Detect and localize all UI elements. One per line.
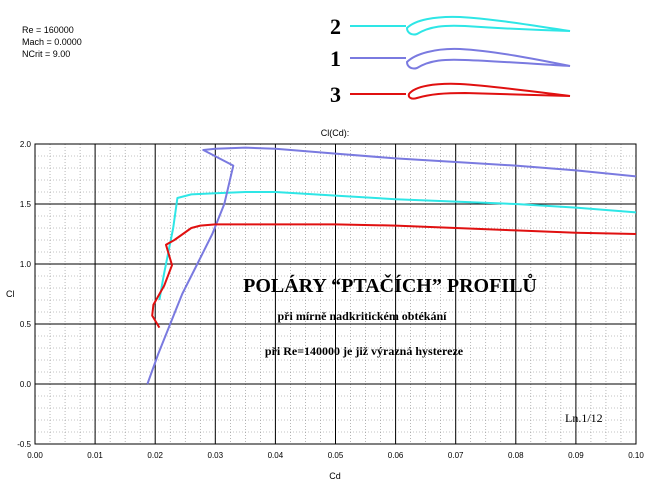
x-tick-label: 0.05: [328, 451, 344, 460]
chart-title: Cl(Cd):: [321, 128, 350, 138]
airfoil-profile-icon: [407, 82, 571, 100]
y-tick-label: 2.0: [20, 140, 32, 149]
legend-swatch: [350, 93, 406, 95]
y-tick-label: 1.0: [20, 260, 32, 269]
mach-number: Mach = 0.0000: [22, 37, 82, 47]
series-lines: [146, 146, 637, 385]
legend-label: 1: [330, 46, 341, 71]
y-axis-label: Cl: [6, 289, 15, 299]
x-axis-label: Cd: [329, 471, 341, 481]
y-tick-label: 1.5: [20, 200, 32, 209]
solver-parameters: Re = 160000 Mach = 0.0000 NCrit = 9.00: [22, 24, 82, 60]
legend-item-2: 2: [330, 14, 575, 40]
annotation-subtitle-2: při Re=140000 je již výrazná hystereze: [265, 344, 464, 358]
legend-label: 2: [330, 14, 341, 39]
ncrit-value: NCrit = 9.00: [22, 49, 71, 59]
legend-swatch: [350, 25, 406, 27]
legend-item-3: 3: [330, 82, 575, 108]
y-tick-label: 0.0: [20, 380, 32, 389]
x-tick-label: 0.03: [208, 451, 224, 460]
x-tick-label: 0.06: [388, 451, 404, 460]
grid: [34, 143, 637, 445]
y-tick-label: 0.5: [20, 320, 32, 329]
airfoil-profile-icon: [405, 47, 571, 70]
annotation-heading: POLÁRY “PTAČÍCH” PROFILŮ: [243, 273, 537, 297]
series-line-3: [151, 223, 637, 329]
annotation-subtitle-1: při mírně nadkritickém obtékání: [277, 309, 447, 323]
airfoil-profile-icon: [405, 15, 571, 36]
legend-item-1: 1: [330, 46, 575, 72]
x-tick-label: 0.07: [448, 451, 464, 460]
x-tick-label: 0.08: [508, 451, 524, 460]
x-tick-label: 0.00: [27, 451, 43, 460]
series-line-1: [146, 146, 637, 385]
legend-swatch: [350, 57, 406, 59]
x-tick-label: 0.10: [628, 451, 644, 460]
tick-labels: 0.00 0.01 0.02 0.03 0.04 0.05 0.06 0.07 0.08 0.09…: [17, 140, 644, 460]
legend-label: 3: [330, 82, 341, 107]
x-tick-label: 0.01: [87, 451, 103, 460]
x-tick-label: 0.09: [568, 451, 584, 460]
annotation-corner: Ln.1/12: [565, 411, 603, 425]
x-tick-label: 0.02: [147, 451, 163, 460]
y-tick-label: -0.5: [17, 440, 31, 449]
series-line-2: [158, 191, 637, 301]
plot-frame: [34, 143, 637, 445]
x-tick-label: 0.04: [268, 451, 284, 460]
reynolds-number: Re = 160000: [22, 25, 74, 35]
